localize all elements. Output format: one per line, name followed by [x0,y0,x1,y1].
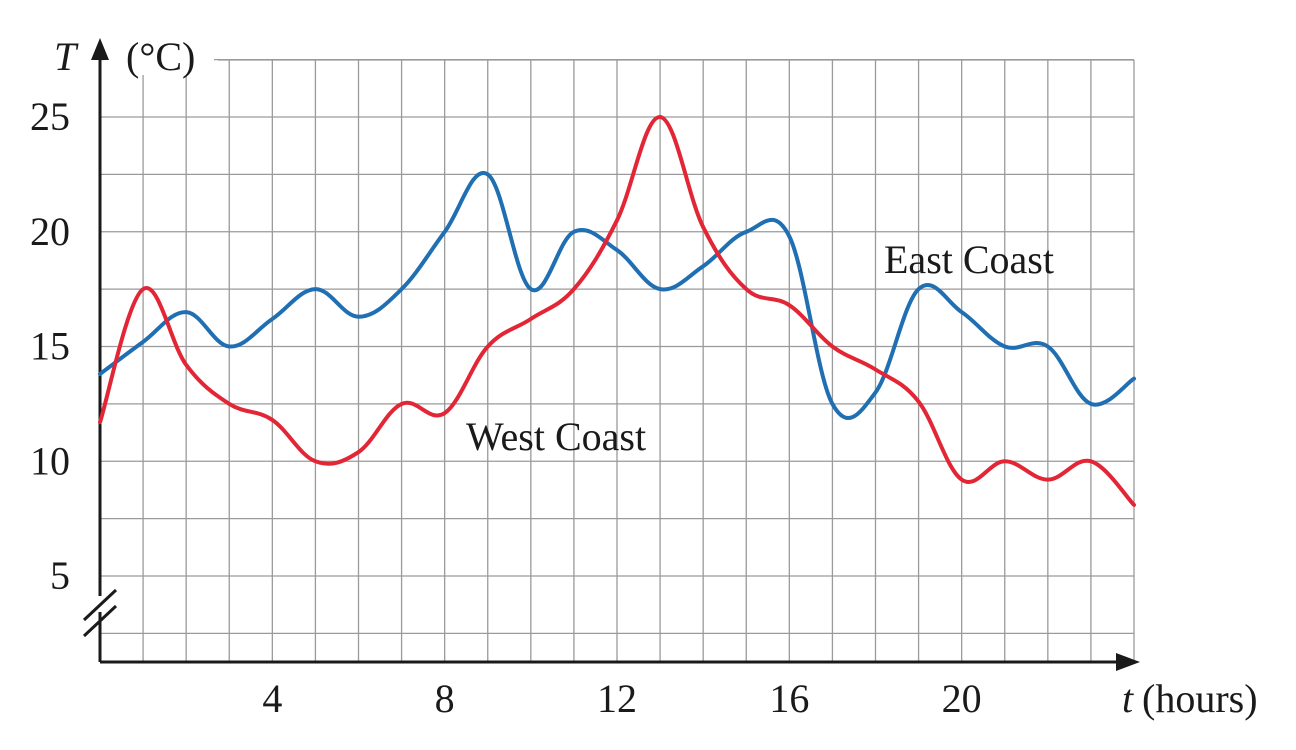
y-axis-unit: (°C) [126,34,195,79]
unit-label-background [104,35,214,75]
y-axis-arrow [91,38,109,60]
x-axis-arrow [1116,653,1140,671]
axes [82,38,1140,671]
west-coast-line [98,115,1136,507]
y-tick-label: 15 [30,324,70,369]
y-tick-label: 10 [30,438,70,483]
x-axis-variable: t [1122,676,1134,721]
series-lines [98,115,1136,507]
y-axis-variable: T [54,34,79,79]
axis-titles: T (°C) t (hours) [54,34,1258,721]
series-labels: East Coast West Coast [466,237,1054,459]
x-axis-unit: (hours) [1142,676,1258,721]
x-tick-label: 4 [262,676,282,721]
y-tick-label: 5 [50,553,70,598]
east-coast-label: East Coast [884,237,1054,282]
x-tick-label: 16 [769,676,809,721]
x-tick-label: 12 [597,676,637,721]
grid [100,35,1135,662]
axis-break-mark-upper [82,604,118,638]
west-coast-label: West Coast [466,414,646,459]
east-coast-line [98,171,1136,420]
axis-break-mark-lower [82,588,118,622]
y-tick-label: 25 [30,94,70,139]
x-tick-label: 8 [435,676,455,721]
tick-labels: 4 8 12 16 20 5 10 15 20 25 [30,94,982,721]
y-tick-label: 20 [30,209,70,254]
x-tick-label: 20 [942,676,982,721]
